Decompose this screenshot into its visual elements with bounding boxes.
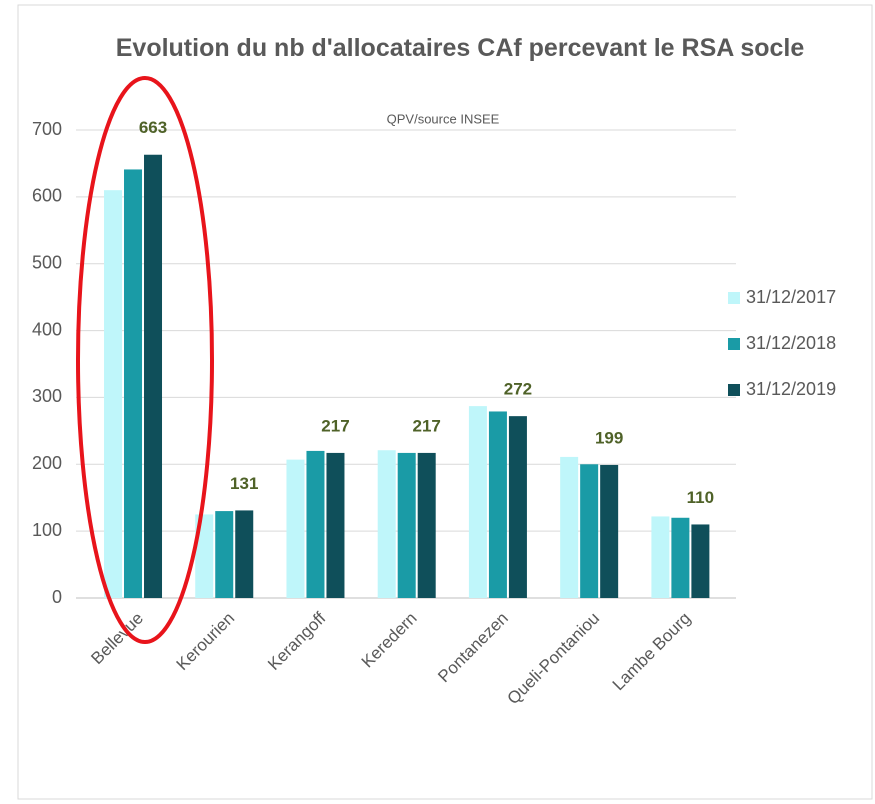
bar <box>215 511 234 598</box>
y-tick-label: 0 <box>52 587 62 607</box>
data-label: 131 <box>230 474 258 493</box>
legend-swatch <box>728 292 740 304</box>
y-tick-label: 300 <box>32 386 62 406</box>
y-tick-label: 500 <box>32 252 62 272</box>
bar <box>397 452 416 598</box>
x-tick-label: Kerourien <box>173 609 239 675</box>
bar <box>377 450 396 598</box>
legend-label: 31/12/2017 <box>746 287 836 307</box>
bar <box>286 459 305 598</box>
bar <box>417 452 436 598</box>
bar <box>104 190 123 598</box>
bar <box>144 154 163 599</box>
bar <box>326 452 345 598</box>
bar <box>235 510 254 598</box>
x-tick-label: Queli-Pontaniou <box>504 609 604 709</box>
x-tick-label: Keredern <box>358 609 421 672</box>
chart-subtitle: QPV/source INSEE <box>387 111 500 126</box>
bar <box>651 516 670 598</box>
bar <box>468 406 487 598</box>
chart-border <box>17 4 873 800</box>
legend-label: 31/12/2018 <box>746 333 836 353</box>
bar <box>671 517 690 598</box>
y-tick-label: 200 <box>32 453 62 473</box>
y-tick-label: 400 <box>32 319 62 339</box>
data-label: 110 <box>687 488 714 507</box>
legend-swatch <box>728 338 740 350</box>
chart-title: Evolution du nb d'allocataires CAf perce… <box>115 34 805 62</box>
bar <box>691 524 710 598</box>
data-label: 199 <box>595 428 623 447</box>
bar <box>560 456 579 598</box>
bar <box>306 450 325 598</box>
bar <box>508 416 527 598</box>
data-label: 217 <box>321 416 349 435</box>
data-label: 272 <box>504 380 532 399</box>
y-tick-label: 700 <box>32 119 62 139</box>
y-tick-label: 100 <box>32 520 62 540</box>
x-tick-label: Pontanezen <box>434 609 512 687</box>
x-tick-label: Kerangoff <box>264 608 330 674</box>
data-label: 217 <box>413 416 441 435</box>
bar <box>580 464 599 598</box>
highlight-ellipse <box>76 76 214 644</box>
bar <box>600 464 619 598</box>
y-tick-label: 600 <box>32 186 62 206</box>
x-tick-label: Lambe Bourg <box>609 609 695 695</box>
data-label: 663 <box>139 118 167 137</box>
bar <box>195 514 214 598</box>
legend-label: 31/12/2019 <box>746 379 836 399</box>
bar <box>124 169 143 598</box>
bar <box>488 411 507 598</box>
legend-swatch <box>728 384 740 396</box>
